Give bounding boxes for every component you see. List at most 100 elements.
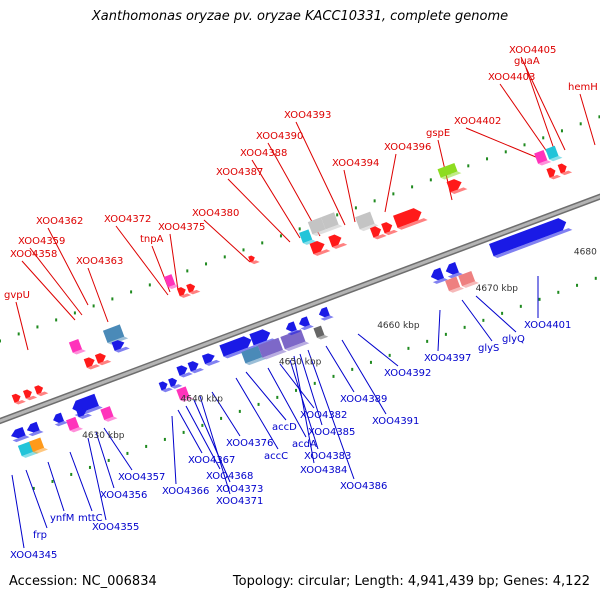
gene-feature (309, 241, 331, 256)
tick-top (467, 164, 470, 168)
tick-top (73, 311, 76, 315)
gene-body (102, 324, 125, 343)
gene-body (445, 262, 459, 275)
gene-body (26, 421, 40, 433)
gene-feature (163, 274, 180, 290)
gene-body (546, 167, 556, 178)
gene-label-bottom: XOO4355 (92, 522, 139, 533)
gene-shade (320, 315, 334, 321)
gene-body (176, 365, 188, 376)
tick-top (504, 150, 507, 154)
kbp-label: 4650 kbp (279, 358, 322, 368)
gene-shade (180, 396, 194, 402)
gene-label-top: XOO4380 (192, 208, 239, 219)
gene-feature (111, 340, 130, 353)
gene-feature (65, 416, 84, 433)
gene-label-top: guaA (514, 56, 540, 67)
gene-label-top: gspE (426, 128, 450, 139)
gene-shade (167, 284, 180, 290)
leader-bottom (211, 391, 241, 437)
gene-shade (359, 223, 379, 232)
gene-features (11, 145, 573, 458)
gene-shade (447, 272, 463, 279)
leader-top (267, 142, 321, 237)
gene-body (307, 217, 326, 235)
gene-shade (287, 329, 301, 336)
gene-body (68, 338, 83, 353)
gene-body (355, 211, 375, 230)
gene-shade (300, 324, 314, 331)
tick-bottom (32, 486, 35, 490)
gene-feature (458, 270, 480, 288)
tick-bottom (594, 276, 597, 280)
leader-bottom (199, 395, 231, 495)
gene-body (187, 361, 199, 372)
tick-bottom (351, 367, 354, 371)
gene-body (545, 145, 559, 160)
gene-label-top: XOO4396 (384, 142, 431, 153)
gene-body (257, 337, 283, 358)
gene-feature (248, 255, 260, 265)
gene-body (309, 241, 325, 255)
leader-top (169, 233, 179, 291)
leader-top (115, 225, 169, 296)
tick-bottom (444, 332, 447, 336)
gene-label-bottom: XOO4383 (304, 451, 351, 462)
gene-body (393, 208, 422, 228)
tick-top (298, 227, 301, 231)
leader-top (251, 159, 301, 239)
gene-shade (432, 277, 448, 284)
gene-shade (205, 359, 221, 366)
gene-body (83, 357, 95, 368)
leader-top (465, 127, 544, 161)
gene-label-bottom: XOO4371 (216, 496, 263, 507)
tick-bottom (388, 353, 391, 357)
gene-label-top: XOO4359 (18, 236, 65, 247)
gene-shade (189, 289, 201, 295)
gene-label-top: XOO4405 (509, 45, 556, 56)
leader-top (499, 83, 551, 157)
gene-body (299, 316, 310, 327)
gene-label-bottom: XOO4368 (206, 471, 253, 482)
tick-top (92, 304, 95, 308)
gene-body (299, 229, 313, 244)
gene-shade (312, 229, 330, 237)
gene-feature (94, 353, 112, 366)
tick-top (542, 136, 545, 140)
gene-feature (158, 381, 173, 393)
gene-shade (25, 395, 38, 401)
gene-labels-top: gvpU XOO4358 XOO4359 XOO4362 XOO4363 XOO4372 t… (4, 45, 598, 301)
tick-bottom (519, 304, 522, 308)
gene-body (186, 283, 196, 293)
gene-feature (168, 377, 183, 389)
gene-shade (28, 430, 44, 437)
gene-shade (549, 174, 561, 180)
gene-label-bottom: mttC (78, 513, 103, 524)
gene-feature (393, 208, 428, 230)
leader-top (525, 67, 556, 153)
gene-shade (190, 368, 205, 374)
tick-top (130, 290, 133, 294)
gene-feature (381, 222, 398, 236)
gene-body (241, 345, 263, 364)
tick-bottom (126, 451, 129, 455)
gene-feature (100, 406, 118, 422)
gene-feature (186, 283, 201, 295)
gene-feature (320, 212, 343, 232)
gene-feature (72, 393, 103, 417)
gene-shade (549, 156, 563, 162)
gene-body (458, 270, 476, 287)
leader-bottom (193, 399, 231, 483)
gene-label-bottom: XOO4389 (340, 394, 387, 405)
gene-body (176, 386, 190, 401)
gene-feature (29, 437, 49, 454)
gene-shade (12, 435, 30, 443)
tick-top (392, 192, 395, 196)
gene-feature (176, 365, 193, 378)
leader-top (47, 227, 89, 306)
gene-shade (161, 387, 173, 393)
kbp-label: 4640 kbp (181, 394, 224, 404)
gene-body (65, 416, 80, 431)
tick-bottom (482, 318, 485, 322)
